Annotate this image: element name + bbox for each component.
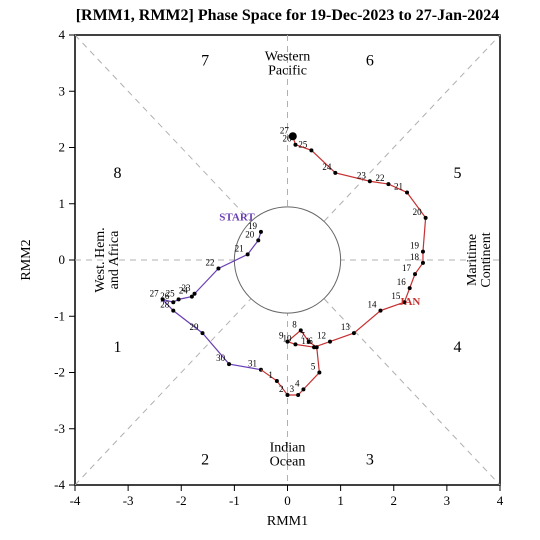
- trajectory-point: [386, 182, 390, 186]
- trajectory-point: [424, 216, 428, 220]
- point-label: 19: [410, 241, 420, 251]
- phase-number: 4: [454, 339, 462, 356]
- xtick-label: -1: [229, 493, 240, 508]
- point-label: 17: [402, 263, 412, 273]
- point-label: 10: [282, 333, 292, 343]
- point-label: 23: [357, 170, 367, 180]
- ytick-label: 2: [59, 140, 66, 155]
- ytick-label: 1: [59, 196, 66, 211]
- xtick-label: -4: [70, 493, 81, 508]
- point-label: 31: [248, 359, 257, 369]
- point-label: 21: [235, 243, 244, 253]
- ytick-label: 0: [59, 252, 66, 267]
- phase-number: 1: [114, 339, 122, 356]
- xtick-label: -2: [176, 493, 187, 508]
- trajectory-point: [201, 331, 205, 335]
- trajectory-point: [301, 387, 305, 391]
- phase-number: 3: [366, 452, 374, 469]
- trajectory-point: [421, 250, 425, 254]
- ytick-label: 3: [59, 83, 66, 98]
- point-label: 28: [160, 300, 170, 310]
- phase-number: 6: [366, 52, 374, 69]
- point-label: 5: [311, 362, 316, 372]
- phase-number: 5: [454, 165, 462, 182]
- trajectory-point: [421, 261, 425, 265]
- point-label: 21: [394, 182, 403, 192]
- ytick-label: 4: [59, 27, 66, 42]
- x-axis-label: RMM1: [267, 514, 308, 529]
- point-label: 29: [190, 322, 200, 332]
- trajectory-point: [405, 191, 409, 195]
- point-label: 25: [298, 139, 308, 149]
- region-label: IndianOcean: [270, 440, 306, 469]
- trajectory-point: [227, 362, 231, 366]
- point-label: 27: [280, 125, 290, 135]
- phase-number: 7: [201, 52, 209, 69]
- point-label: 22: [205, 257, 214, 267]
- trajectory-point: [190, 295, 194, 299]
- ytick-label: -3: [54, 421, 65, 436]
- trajectory-point: [171, 300, 175, 304]
- region-label: WesternPacific: [265, 49, 311, 78]
- point-label: 20: [413, 207, 423, 217]
- trajectory-point: [293, 143, 297, 147]
- point-label: 22: [375, 173, 384, 183]
- chart-title: [RMM1, RMM2] Phase Space for 19-Dec-2023…: [76, 7, 500, 24]
- point-label: 2: [279, 384, 284, 394]
- point-label: 14: [367, 300, 377, 310]
- xtick-label: 4: [497, 493, 504, 508]
- trajectory-point: [317, 371, 321, 375]
- phase-number: 8: [114, 165, 122, 182]
- trajectory-point: [378, 309, 382, 313]
- xtick-label: 1: [337, 493, 344, 508]
- point-label: 27: [150, 288, 160, 298]
- point-label: 20: [245, 229, 255, 239]
- trajectory-point: [256, 238, 260, 242]
- point-label: 11: [301, 336, 310, 346]
- phase-number: 2: [201, 452, 209, 469]
- point-label: 8: [292, 319, 297, 329]
- xtick-label: 3: [444, 493, 451, 508]
- trajectory-point: [246, 252, 250, 256]
- annotation: JAN: [399, 296, 420, 308]
- trajectory-point: [171, 309, 175, 313]
- point-label: 13: [341, 322, 351, 332]
- trajectory-end-point: [289, 132, 297, 140]
- point-label: 4: [295, 378, 300, 388]
- trajectory-point: [299, 328, 303, 332]
- y-axis-label: RMM2: [19, 239, 34, 280]
- trajectory-point: [368, 179, 372, 183]
- trajectory-point: [413, 272, 417, 276]
- xtick-label: 2: [391, 493, 398, 508]
- annotation: START: [219, 212, 255, 224]
- trajectory-point: [293, 342, 297, 346]
- point-label: 30: [216, 353, 226, 363]
- region-label: MaritimeContinent: [465, 232, 494, 287]
- point-label: 3: [290, 384, 295, 394]
- point-label: 1: [268, 370, 273, 380]
- region-label: West. Hem.and Africa: [93, 227, 122, 292]
- xtick-label: -3: [123, 493, 134, 508]
- point-label: 18: [410, 252, 420, 262]
- ytick-label: -2: [54, 365, 65, 380]
- trajectory-point: [259, 230, 263, 234]
- point-label: 16: [397, 277, 407, 287]
- trajectory-point: [408, 286, 412, 290]
- trajectory-point: [177, 297, 181, 301]
- trajectory-point: [328, 340, 332, 344]
- trajectory-point: [216, 266, 220, 270]
- point-label: 24: [179, 286, 189, 296]
- trajectory-point: [309, 148, 313, 152]
- xtick-label: 0: [284, 493, 291, 508]
- trajectory-point: [352, 331, 356, 335]
- trajectory-point: [312, 345, 316, 349]
- ytick-label: -1: [54, 308, 65, 323]
- ytick-label: -4: [54, 477, 65, 492]
- trajectory-point: [333, 171, 337, 175]
- trajectory-point: [296, 393, 300, 397]
- point-label: 24: [322, 162, 332, 172]
- trajectory-point: [275, 379, 279, 383]
- point-label: 12: [317, 331, 326, 341]
